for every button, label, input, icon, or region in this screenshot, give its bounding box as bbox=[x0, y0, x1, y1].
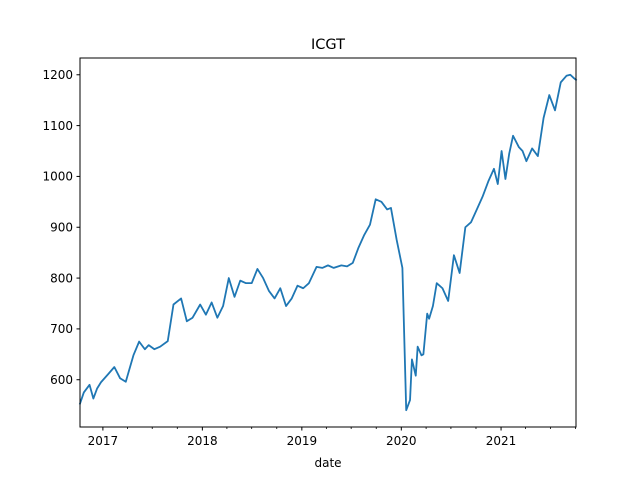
y-tick-label: 600 bbox=[50, 373, 73, 387]
axes-frame bbox=[79, 57, 577, 428]
y-tick-label: 700 bbox=[50, 322, 73, 336]
x-tick-label: 2019 bbox=[287, 434, 318, 448]
x-axis: 2017 2018 2019 2020 2021 bbox=[88, 427, 576, 448]
y-tick-label: 1000 bbox=[42, 170, 73, 184]
x-axis-label: date bbox=[314, 456, 341, 470]
series-line bbox=[78, 73, 578, 412]
x-tick-label: 2020 bbox=[386, 434, 417, 448]
plot-area bbox=[78, 73, 578, 412]
y-tick-label: 1200 bbox=[42, 68, 73, 82]
y-tick-label: 1100 bbox=[42, 119, 73, 133]
x-tick-label: 2017 bbox=[88, 434, 119, 448]
y-tick-label: 900 bbox=[50, 221, 73, 235]
y-tick-label: 800 bbox=[50, 271, 73, 285]
x-tick-label: 2021 bbox=[486, 434, 517, 448]
y-axis: 600 700 800 900 1000 1100 1200 bbox=[42, 68, 80, 387]
chart-title: ICGT bbox=[311, 37, 345, 53]
x-tick-label: 2018 bbox=[187, 434, 218, 448]
